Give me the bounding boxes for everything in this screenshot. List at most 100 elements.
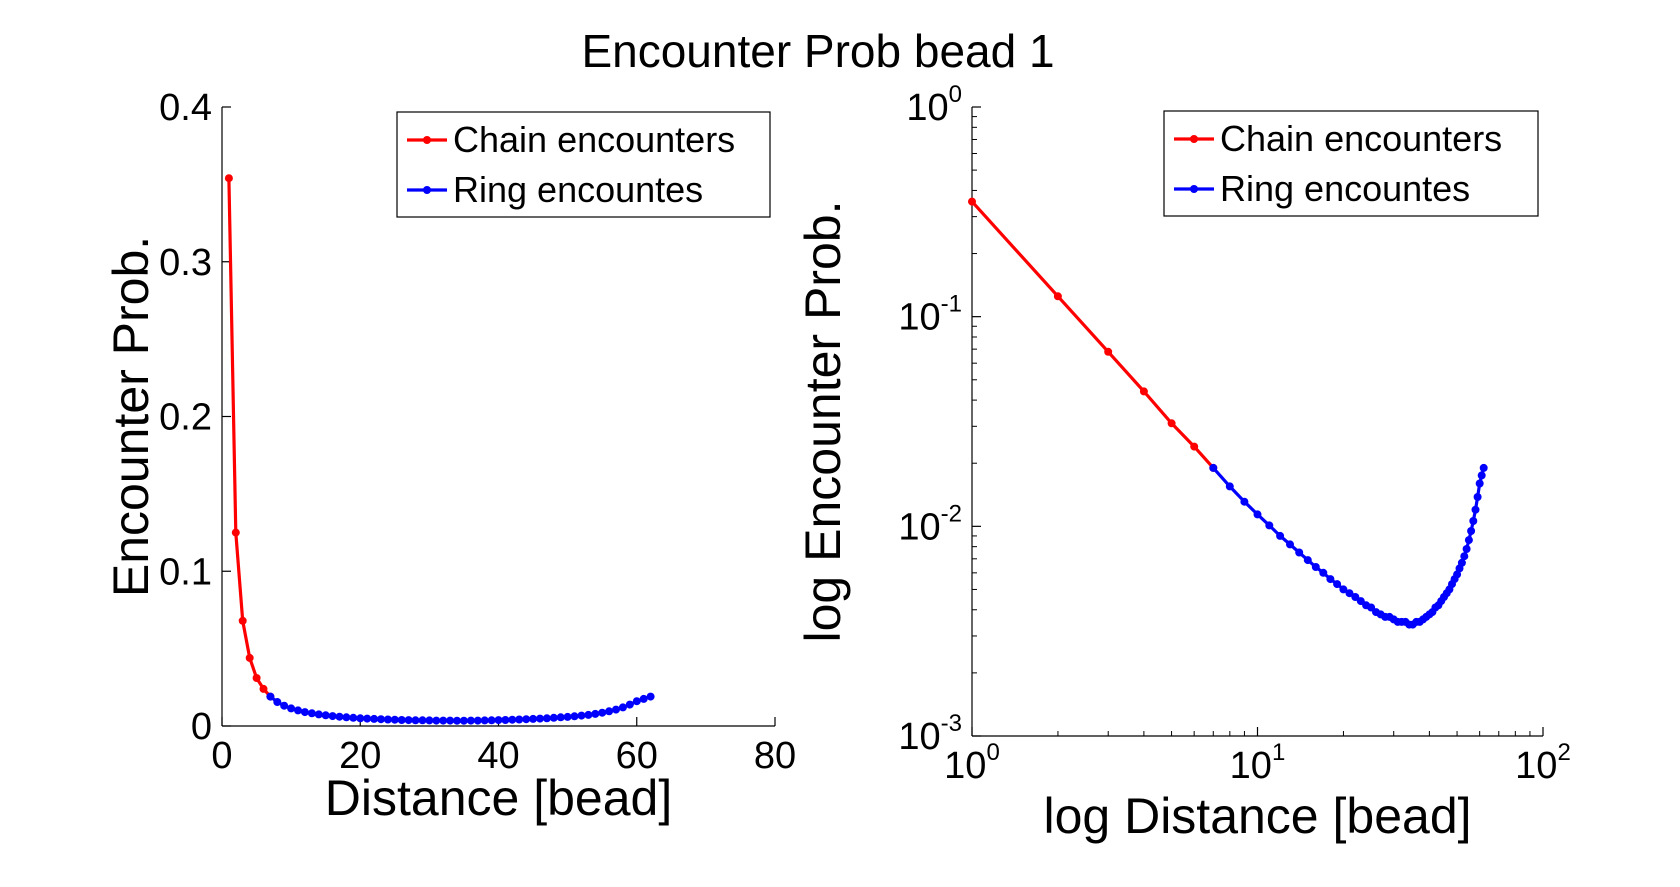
data-point xyxy=(639,694,648,703)
data-point xyxy=(466,716,475,725)
data-point xyxy=(446,716,455,725)
data-point xyxy=(1139,387,1148,396)
data-point xyxy=(266,692,275,701)
data-point xyxy=(418,716,427,725)
data-point xyxy=(252,674,261,682)
data-point xyxy=(453,716,461,725)
data-point xyxy=(494,716,503,725)
data-point xyxy=(459,716,468,725)
x-axis-label: log Distance [bead] xyxy=(1043,788,1471,844)
data-point xyxy=(439,716,448,725)
data-point xyxy=(390,715,399,724)
legend-swatch-marker xyxy=(423,186,431,194)
data-point xyxy=(1464,536,1473,545)
data-point xyxy=(612,705,620,714)
data-point xyxy=(425,716,434,725)
data-point xyxy=(1475,479,1484,488)
data-point xyxy=(632,697,641,706)
data-point xyxy=(515,715,524,724)
data-point xyxy=(356,714,365,723)
legend-box xyxy=(1163,110,1539,217)
y-tick-label: 0 xyxy=(191,706,212,748)
data-point xyxy=(605,707,614,716)
x-tick-label: 80 xyxy=(754,735,796,777)
data-point xyxy=(411,716,420,725)
data-point xyxy=(625,700,634,709)
data-point xyxy=(328,712,337,721)
data-point xyxy=(349,713,358,722)
figure-title: Encounter Prob bead 1 xyxy=(581,25,1054,77)
data-point xyxy=(584,710,593,719)
data-point xyxy=(529,714,538,723)
data-point xyxy=(563,712,572,721)
data-point xyxy=(577,711,586,720)
data-point xyxy=(1351,593,1360,601)
data-point xyxy=(432,716,441,725)
x-tick-label: 40 xyxy=(477,735,519,777)
data-point xyxy=(280,701,289,710)
data-point xyxy=(404,716,413,725)
data-point xyxy=(1479,463,1488,472)
y-tick-label: 10-1 xyxy=(898,291,962,339)
data-point xyxy=(570,712,579,721)
x-tick-label: 0 xyxy=(211,735,232,777)
data-point xyxy=(1265,521,1274,530)
data-point xyxy=(245,653,254,662)
data-point xyxy=(1326,575,1335,584)
data-point xyxy=(342,713,351,722)
y-tick-label: 10-2 xyxy=(898,500,962,548)
legend-swatch-marker xyxy=(423,136,431,144)
data-point xyxy=(542,714,551,723)
y-tick-label: 0.2 xyxy=(159,397,212,439)
x-tick-label: 100 xyxy=(944,739,1000,787)
data-point xyxy=(287,704,296,713)
data-point xyxy=(1462,545,1471,553)
data-point xyxy=(1345,589,1354,598)
data-point xyxy=(1225,482,1234,491)
data-point xyxy=(300,708,309,717)
data-point xyxy=(1339,585,1348,594)
linear-chart-panel: 0 20 40 60 80 0 0.1 0.2 0.3 0.4 Distance [bead] Enc… xyxy=(103,87,796,826)
data-point xyxy=(487,716,496,725)
y-tick-label: 0.4 xyxy=(159,87,212,129)
data-point xyxy=(549,713,558,722)
x-tick-label: 60 xyxy=(616,735,658,777)
data-point xyxy=(536,714,544,723)
data-point xyxy=(1303,556,1312,565)
legend: Chain encounters Ring encountes xyxy=(1163,110,1539,217)
data-point xyxy=(1276,531,1285,540)
data-point xyxy=(556,713,565,722)
data-point xyxy=(1477,471,1486,480)
data-point xyxy=(618,703,627,712)
data-point xyxy=(1311,563,1320,571)
data-point xyxy=(508,715,517,724)
data-point xyxy=(307,709,316,718)
data-point xyxy=(294,706,302,715)
data-point xyxy=(1471,505,1480,514)
data-point xyxy=(1469,517,1478,525)
data-point xyxy=(591,709,600,718)
data-point xyxy=(370,714,379,723)
y-axis-label: Encounter Prob. xyxy=(103,236,159,597)
data-point xyxy=(335,712,344,721)
loglog-chart-panel: 100 101 102 10-3 10-2 10-1 100 log Distance [be… xyxy=(795,81,1571,844)
data-point xyxy=(1457,558,1466,567)
x-tick-label: 102 xyxy=(1515,739,1571,787)
data-point xyxy=(383,715,392,724)
data-point xyxy=(1453,570,1462,579)
legend-label: Chain encounters xyxy=(1220,118,1502,159)
data-point xyxy=(1286,540,1294,549)
data-point xyxy=(1167,419,1176,428)
data-point xyxy=(1190,442,1199,451)
data-point xyxy=(363,714,372,723)
data-point xyxy=(598,708,607,717)
y-tick-label: 0.3 xyxy=(159,242,212,284)
legend: Chain encounters Ring encountes xyxy=(396,111,771,218)
data-point xyxy=(397,716,406,724)
data-point xyxy=(473,716,482,725)
data-point xyxy=(1467,527,1476,535)
data-point xyxy=(522,715,531,724)
data-point xyxy=(314,710,323,719)
data-point xyxy=(377,715,385,724)
